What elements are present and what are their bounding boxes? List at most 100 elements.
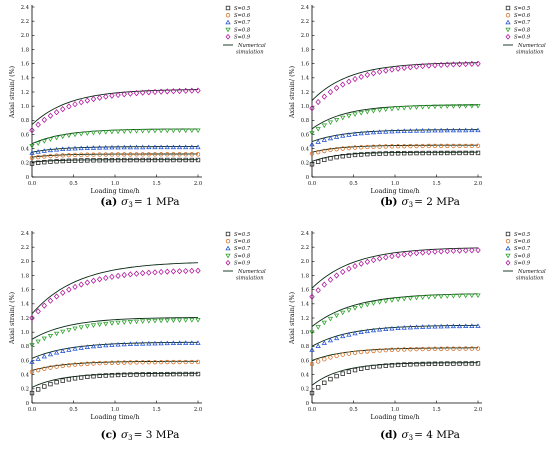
data-point — [60, 329, 66, 335]
data-point — [29, 150, 35, 155]
data-point — [445, 346, 450, 351]
data-point — [127, 319, 134, 325]
y-tick-label: 1.0 — [21, 104, 29, 110]
y-tick-label: 1.8 — [21, 47, 29, 53]
series-S-0_8 — [309, 293, 481, 335]
data-point — [370, 301, 377, 306]
data-point — [127, 90, 134, 97]
data-point — [41, 353, 47, 359]
data-point — [432, 127, 438, 133]
data-point — [42, 159, 47, 165]
y-tick-label: 1.6 — [301, 61, 309, 67]
data-point — [438, 346, 444, 351]
data-point — [152, 128, 158, 134]
data-point — [383, 299, 389, 304]
data-point — [365, 365, 370, 370]
data-point — [84, 344, 90, 349]
x-axis-title: Loading time/h — [371, 413, 420, 421]
data-point — [352, 306, 358, 311]
data-point — [457, 346, 462, 351]
data-point — [333, 84, 340, 92]
data-point — [72, 362, 78, 367]
simulation-line — [311, 347, 478, 361]
data-point — [35, 387, 41, 392]
panel-caption: (b) σ3= 2 MPa — [380, 196, 460, 209]
legend-simulation-label: simulation — [516, 276, 544, 282]
legend-marker — [225, 259, 231, 266]
data-point — [53, 331, 60, 337]
data-point — [134, 157, 139, 163]
data-point — [109, 152, 115, 157]
legend-label: S=0.7 — [514, 246, 531, 252]
data-point — [164, 144, 170, 150]
data-point — [358, 304, 364, 309]
data-point — [79, 152, 84, 157]
legend: S=0.5S=0.6S=0.7S=0.8 S=0.9 Numericalsimula… — [223, 232, 266, 282]
data-point — [413, 128, 420, 133]
y-tick-label: 1.2 — [301, 90, 309, 96]
legend-marker — [505, 239, 511, 244]
data-point — [164, 268, 170, 275]
data-point — [469, 247, 475, 254]
data-point — [42, 154, 47, 159]
data-point — [54, 159, 59, 164]
data-point — [383, 151, 388, 156]
data-point — [133, 144, 140, 150]
data-point — [133, 341, 140, 346]
data-point — [376, 129, 383, 134]
data-point — [321, 340, 327, 345]
data-point — [414, 361, 419, 367]
data-point — [309, 151, 315, 156]
data-point — [463, 127, 469, 133]
data-point — [445, 143, 450, 149]
data-point — [383, 107, 389, 113]
y-tick-label: 2.0 — [301, 259, 309, 265]
data-point — [152, 340, 158, 346]
legend-label: S=0.5 — [234, 6, 250, 12]
data-point — [109, 273, 115, 280]
data-point — [352, 145, 358, 150]
y-tick-label: 2.0 — [301, 33, 309, 39]
data-point — [127, 341, 134, 346]
data-point — [91, 374, 96, 379]
data-point — [315, 159, 321, 164]
data-point — [463, 346, 468, 351]
data-point — [189, 144, 195, 150]
data-point — [450, 247, 457, 254]
data-point — [322, 157, 327, 163]
data-point — [340, 81, 346, 88]
data-point — [463, 150, 468, 156]
data-point — [195, 128, 201, 134]
series-S-0_5 — [29, 371, 201, 396]
data-point — [60, 106, 66, 113]
legend-label: S=0.5 — [514, 232, 530, 238]
data-point — [91, 152, 96, 157]
data-point — [438, 61, 444, 69]
data-point — [133, 129, 140, 134]
data-point — [346, 132, 352, 137]
data-point — [195, 371, 201, 377]
data-point — [146, 360, 151, 365]
data-point — [444, 294, 450, 299]
data-point — [183, 267, 189, 275]
data-point — [85, 374, 90, 379]
data-point — [195, 340, 201, 345]
data-point — [426, 346, 431, 352]
data-point — [128, 372, 133, 377]
data-point — [401, 251, 407, 258]
data-point — [53, 349, 60, 355]
data-point — [53, 109, 60, 116]
data-point — [328, 355, 333, 360]
x-axis-title: Loading time/h — [91, 413, 140, 421]
data-point — [340, 371, 345, 376]
data-point — [158, 359, 164, 365]
data-point — [438, 323, 444, 329]
data-point — [140, 319, 146, 324]
data-point — [96, 276, 103, 283]
data-point — [389, 144, 395, 149]
data-point — [29, 359, 35, 364]
data-point — [158, 144, 164, 150]
data-point — [79, 158, 84, 163]
data-point — [457, 150, 462, 156]
y-tick-label: 0.4 — [301, 372, 310, 378]
